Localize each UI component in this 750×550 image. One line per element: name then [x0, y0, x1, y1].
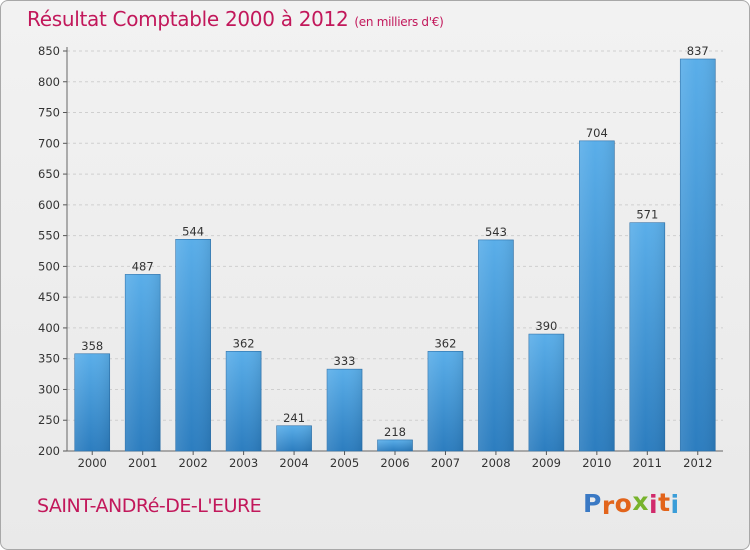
bar-shine — [528, 334, 564, 451]
bar-shine — [680, 59, 716, 451]
bar-value-label: 390 — [535, 319, 557, 333]
y-tick-label: 750 — [38, 106, 60, 120]
logo-letter: t — [658, 488, 671, 517]
grid-lines — [67, 50, 723, 452]
x-tick-label: 2000 — [78, 456, 107, 470]
x-tick-label: 2002 — [179, 456, 208, 470]
bar-shine — [125, 274, 161, 451]
logo-letter: i — [670, 490, 680, 519]
bar-shine — [427, 351, 463, 451]
x-tick-label: 2005 — [330, 456, 359, 470]
axes: 200 250 300 350 400 450 500 550 600 650 700 750 800 8… — [38, 44, 723, 470]
x-tick-label: 2003 — [229, 456, 258, 470]
chart-subtitle: (en milliers d'€) — [354, 15, 444, 29]
y-tick-label: 450 — [38, 290, 60, 304]
logo-letter: P — [583, 489, 602, 518]
x-tick-label: 2001 — [128, 456, 157, 470]
x-tick-label: 2012 — [683, 456, 712, 470]
bar-shine — [276, 425, 312, 451]
y-tick-label: 400 — [38, 321, 60, 335]
bar-shine — [478, 239, 514, 451]
bar-shine — [629, 222, 665, 451]
x-tick-label: 2011 — [633, 456, 662, 470]
bar-value-label: 543 — [485, 225, 507, 239]
chart-title: Résultat Comptable 2000 à 2012 (en millie… — [27, 7, 444, 31]
y-tick-label: 850 — [38, 44, 60, 58]
logo-letter: x — [632, 487, 649, 516]
bar-shine — [377, 439, 413, 451]
bar-value-label: 837 — [687, 44, 709, 58]
y-tick-label: 700 — [38, 136, 60, 150]
bar-value-label: 218 — [384, 425, 406, 439]
y-tick-label: 600 — [38, 198, 60, 212]
logo-letter: r — [601, 491, 615, 520]
bar-value-label: 544 — [182, 224, 204, 238]
bar-value-label: 241 — [283, 411, 305, 425]
bar-shine — [74, 353, 110, 451]
labels: 358 487 544 362 241 333 218 362 543 390 704 571 837 — [81, 44, 708, 439]
y-tick-label: 200 — [38, 444, 60, 458]
y-tick-label: 350 — [38, 352, 60, 366]
x-tick-label: 2006 — [380, 456, 409, 470]
x-tick-label: 2008 — [481, 456, 510, 470]
proxiti-logo[interactable]: Proxiti — [583, 487, 680, 520]
x-tick-label: 2004 — [279, 456, 308, 470]
chart-title-text: Résultat Comptable 2000 à 2012 — [27, 7, 349, 31]
logo-letter: o — [614, 489, 633, 518]
bars — [74, 58, 716, 452]
bar-shine — [226, 351, 262, 451]
bar-value-label: 333 — [334, 354, 356, 368]
bar-value-label: 358 — [81, 339, 103, 353]
bar-value-label: 704 — [586, 126, 608, 140]
x-tick-label: 2009 — [532, 456, 561, 470]
bar-value-label: 362 — [434, 336, 456, 350]
y-tick-label: 500 — [38, 259, 60, 273]
x-tick-label: 2010 — [582, 456, 611, 470]
y-tick-label: 800 — [38, 75, 60, 89]
y-tick-label: 300 — [38, 382, 60, 396]
y-tick-label: 550 — [38, 229, 60, 243]
x-tick-label: 2007 — [431, 456, 460, 470]
y-tick-label: 650 — [38, 167, 60, 181]
town-name: SAINT-ANDRé-DE-L'EURE — [37, 495, 262, 517]
bar-value-label: 362 — [233, 336, 255, 350]
bar-shine — [327, 369, 363, 451]
bar-value-label: 571 — [636, 208, 658, 222]
bar-value-label: 487 — [132, 259, 154, 273]
bar-shine — [579, 140, 615, 451]
logo-letter: i — [649, 490, 659, 519]
bar-shine — [175, 239, 211, 451]
y-tick-label: 250 — [38, 413, 60, 427]
